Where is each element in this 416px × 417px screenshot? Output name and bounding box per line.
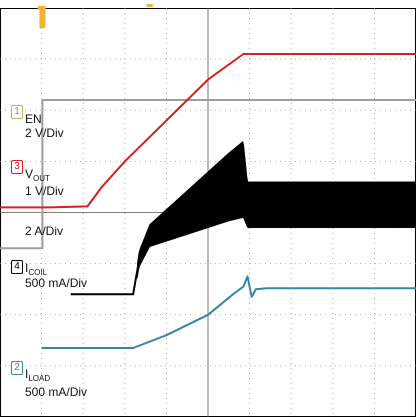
channel-4-ripple-band (137, 140, 416, 279)
channel-1-marker: 1 (11, 105, 23, 119)
channel-1-scale-label: 2 V/Div (25, 126, 64, 140)
channel-1-edge-marker (39, 10, 46, 28)
channel-4-name-label: ICOIL (25, 262, 47, 279)
channel-1-trace (0, 99, 416, 250)
channel-4-name-main: I (25, 261, 29, 275)
channel-2-trace (41, 275, 416, 349)
channel-2-name-sub: LOAD (28, 374, 51, 383)
channel-4-trace (70, 178, 416, 296)
channel-2-name-label: ILOAD (25, 368, 50, 385)
channel-1-name-label: EN (25, 112, 42, 126)
channel-4-marker: 4 (11, 260, 23, 274)
channel-2-name-main: I (25, 367, 29, 381)
channel-4-scale-label: 500 mA/Div (25, 276, 88, 290)
channel-3-name-label: VOUT (25, 168, 50, 185)
channel-3-marker: 3 (11, 160, 23, 174)
channel-3-trace (0, 53, 416, 209)
channel-3-scale-label: 1 V/Div (25, 184, 64, 198)
channel-2-marker: 2 (11, 361, 23, 375)
trigger-position-marker (37, 6, 46, 10)
channel-2-scale-label: 500 mA/Div (25, 385, 88, 399)
trace-layer (0, 10, 416, 349)
channel-3-name-sub: OUT (33, 174, 50, 183)
channel-4-extra-scale-label: 2 A/Div (25, 224, 64, 238)
time-reference-marker (146, 4, 153, 7)
channel-3-name-main: V (25, 167, 34, 181)
channel-4-name-sub: COIL (28, 268, 48, 277)
